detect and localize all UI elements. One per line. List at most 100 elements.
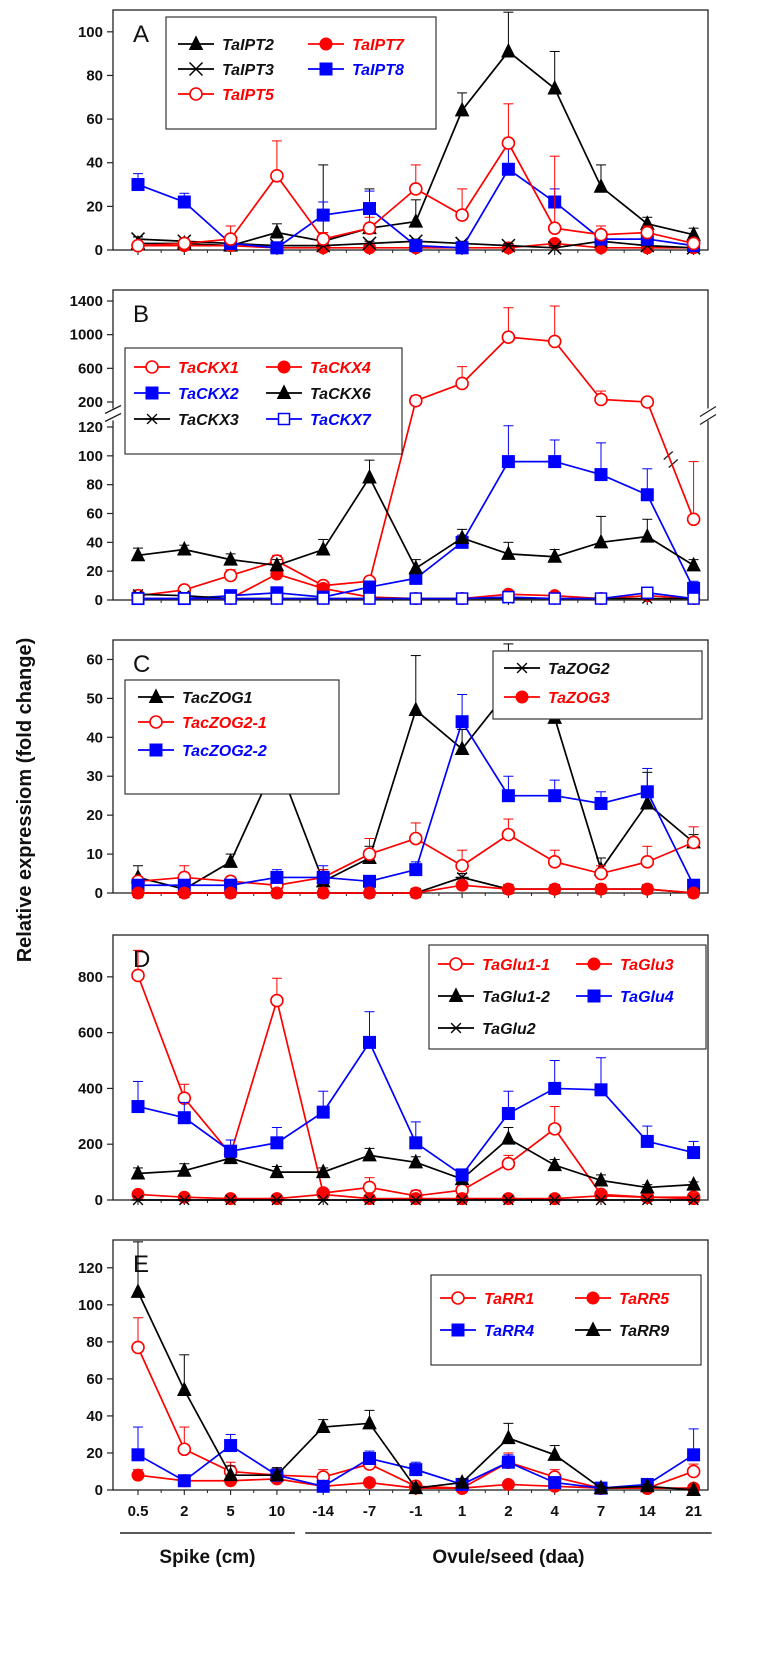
- y-tick-label: 120: [78, 1260, 103, 1277]
- data-point: [501, 330, 516, 344]
- y-tick-label: 600: [78, 1025, 103, 1042]
- data-point: [687, 1194, 701, 1206]
- data-point: [176, 1162, 192, 1177]
- y-tick-label: 60: [86, 1371, 103, 1388]
- legend-marker: [188, 61, 204, 77]
- legend-item: TaGlu1-1: [438, 957, 550, 974]
- data-point: [177, 886, 191, 900]
- y-tick-label: 100: [78, 448, 103, 465]
- legend-item: TaCKX3: [134, 412, 239, 429]
- y-axis-label: Relative expressiom (fold change): [14, 638, 36, 963]
- data-point: [594, 592, 608, 605]
- data-point: [363, 1192, 376, 1206]
- data-point: [501, 545, 516, 560]
- data-point: [316, 1479, 330, 1493]
- data-point: [177, 236, 192, 251]
- y-tick-label: 120: [78, 419, 103, 436]
- y-tick-label: 0: [95, 1192, 103, 1209]
- legend-box: [430, 1274, 702, 1366]
- data-point: [408, 559, 424, 575]
- x-tick-label: 4: [551, 1503, 560, 1520]
- data-point: [639, 1178, 655, 1194]
- legend-box: [124, 347, 403, 455]
- data-point: [269, 223, 285, 239]
- series-TacZOG2-1: [131, 818, 701, 893]
- legend-marker: [188, 35, 204, 50]
- x-tick-label: -7: [363, 1503, 376, 1520]
- data-point: [686, 1176, 701, 1191]
- y-tick-label: 10: [86, 846, 103, 863]
- legend-item: TacZOG2-1: [138, 715, 267, 732]
- data-point: [363, 874, 376, 888]
- data-point: [501, 1477, 515, 1491]
- data-point: [270, 1194, 284, 1206]
- legend-label: TaGlu4: [620, 989, 674, 1006]
- data-point: [548, 592, 561, 605]
- x-group-labels: Spike (cm) Ovule/seed (daa): [120, 1532, 712, 1568]
- legend-label: TaGlu3: [620, 957, 674, 974]
- data-point: [223, 232, 238, 246]
- y-tick-label: 50: [86, 690, 103, 707]
- data-point: [408, 1479, 424, 1495]
- series-TaCKX7: [131, 586, 700, 605]
- x-tick-label: -14: [312, 1503, 334, 1520]
- data-point: [593, 178, 609, 193]
- legend-marker: [448, 987, 464, 1002]
- legend-item: TaCKX6: [266, 384, 371, 403]
- series-TaIPT5: [131, 103, 701, 253]
- data-point: [363, 1035, 376, 1049]
- data-point: [594, 796, 608, 810]
- data-point: [548, 1194, 562, 1206]
- data-point: [409, 592, 423, 605]
- data-point: [547, 79, 563, 95]
- data-point: [316, 886, 330, 900]
- data-point: [687, 592, 700, 605]
- data-point: [363, 1476, 376, 1490]
- x-tick-label: -1: [409, 1503, 422, 1520]
- data-point: [594, 392, 608, 407]
- legend-marker: [277, 412, 291, 426]
- legend-label: TacZOG2-2: [182, 743, 267, 760]
- data-point: [455, 878, 469, 892]
- legend-marker: [587, 957, 601, 971]
- legend-item: TaCKX1: [134, 360, 239, 377]
- data-point: [641, 586, 654, 600]
- legend: TaIPT2 TaIPT7 TaIPT3 TaIPT8 TaIPT5: [165, 16, 437, 130]
- legend: TacZOG1 TacZOG2-1 TacZOG2-2 TaZOG2 TaZOG3: [124, 650, 703, 795]
- data-point: [316, 232, 331, 246]
- x-tick-label: 2: [180, 1503, 188, 1520]
- data-point: [131, 1468, 145, 1482]
- data-point: [270, 870, 284, 884]
- y-tick-label: 20: [86, 563, 103, 580]
- data-point: [224, 1194, 238, 1206]
- y-tick-label: 1000: [70, 327, 103, 344]
- legend-label: TaCKX2: [178, 386, 239, 403]
- legend-marker: [451, 1323, 465, 1337]
- data-point: [130, 1164, 146, 1180]
- data-point: [547, 1446, 563, 1461]
- group-label: Spike (cm): [159, 1547, 255, 1568]
- y-tick-label: 20: [86, 807, 103, 824]
- y-tick-label: 0: [95, 885, 103, 902]
- legend-marker: [277, 360, 291, 374]
- data-point: [315, 1418, 331, 1434]
- series-group: [130, 643, 701, 900]
- y-tick-label: 100: [78, 1297, 103, 1314]
- data-point: [455, 592, 469, 605]
- data-point: [316, 208, 330, 222]
- data-point: [686, 556, 701, 572]
- data-point: [640, 395, 655, 409]
- data-point: [640, 1194, 654, 1206]
- data-point: [686, 1464, 701, 1479]
- data-point: [131, 1194, 145, 1206]
- data-point: [687, 1146, 701, 1160]
- data-point: [594, 468, 608, 482]
- data-point: [130, 546, 146, 562]
- legend-item: TaCKX2: [134, 386, 239, 403]
- data-point: [454, 101, 470, 117]
- y-tick-label: 20: [86, 1445, 103, 1462]
- data-point: [686, 835, 701, 850]
- data-point: [131, 886, 145, 900]
- legend: TaGlu1-1 TaGlu3 TaGlu1-2 TaGlu4 TaGlu2: [428, 944, 707, 1050]
- y-tick-label: 200: [78, 1136, 103, 1153]
